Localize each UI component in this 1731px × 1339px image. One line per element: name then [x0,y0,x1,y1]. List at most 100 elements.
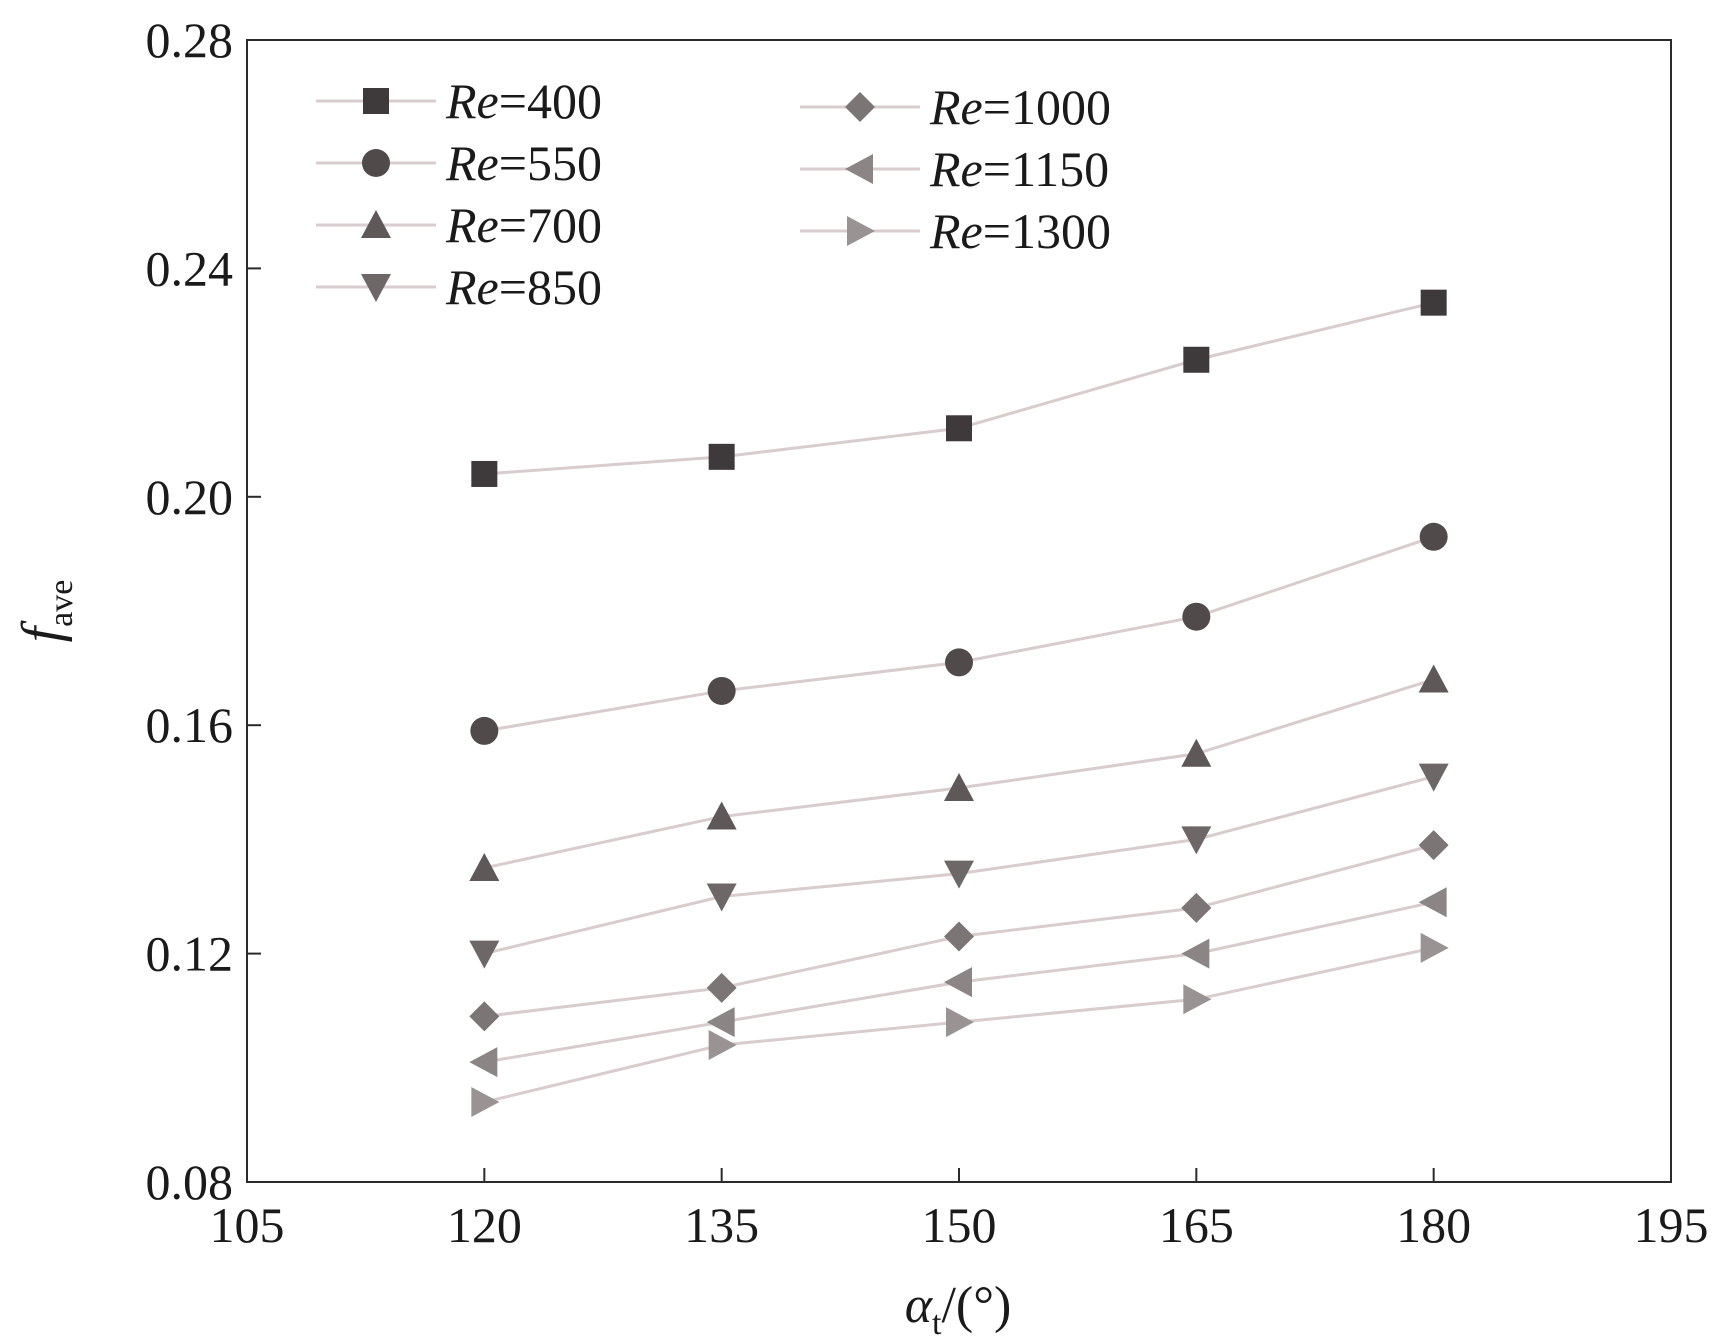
legend-label: Re=400 [445,73,602,129]
y-tick-label: 0.12 [146,926,234,982]
legend-label-value: 400 [527,73,602,129]
legend-label: Re=850 [445,259,602,315]
y-axis-label: fave [11,580,80,643]
series-re-1150 [469,887,1447,1078]
legend-marker [847,216,875,246]
data-point [708,1029,737,1060]
data-point [469,1047,498,1078]
legend-marker [363,88,389,114]
series-re-1000 [469,830,1449,1032]
legend-label-prefix: Re [445,259,499,315]
data-point [1418,830,1449,861]
data-point [706,1007,735,1038]
legend-label: Re=1150 [929,141,1109,197]
series-re-1300 [471,932,1449,1118]
data-point [469,940,500,969]
x-axis-label-sub: t [932,1305,942,1339]
data-point [1418,887,1447,918]
data-point [1181,826,1212,855]
x-tick-label: 180 [1396,1197,1471,1253]
data-point [1181,938,1210,969]
legend-label: Re=1300 [929,203,1111,259]
series-line [484,535,1435,733]
legend-label-value: 550 [527,135,602,191]
data-point [1420,932,1449,963]
legend-label-prefix: Re [445,135,499,191]
legend-label-eq: = [499,197,527,253]
data-point [944,860,974,889]
y-tick-label: 0.08 [146,1154,234,1210]
legend-marker [361,210,391,238]
y-tick-label: 0.24 [146,240,234,296]
legend-label-prefix: Re [929,203,983,259]
legend-label-prefix: Re [445,197,499,253]
series-re-400 [471,289,1447,487]
legend-label-eq: = [499,259,527,315]
x-tick-label: 165 [1159,1197,1234,1253]
data-point [1420,289,1447,316]
legend-label-value: 700 [527,197,602,253]
legend-label-value: 1300 [1011,203,1111,259]
y-tick-label: 0.28 [146,12,234,68]
x-tick-label: 135 [684,1197,759,1253]
x-axis-label: αt/(°) [905,1277,1012,1339]
data-point [1418,763,1449,792]
x-tick-label: 150 [922,1197,997,1253]
data-point [944,921,974,952]
x-tick-label: 120 [447,1197,522,1253]
legend-item-re-550: Re=550 [316,135,602,191]
legend-item-re-1000: Re=1000 [800,79,1111,135]
data-point [1181,738,1212,767]
x-tick-label: 195 [1634,1197,1709,1253]
data-point [944,773,974,802]
series-re-850 [469,763,1449,969]
legend-label-eq: = [983,203,1011,259]
legend-item-re-850: Re=850 [316,259,602,315]
data-point [470,716,499,745]
data-point [707,676,736,705]
data-point [708,443,735,470]
data-point [945,648,973,677]
data-point [706,801,737,830]
data-point [1419,522,1448,551]
legend-item-re-1300: Re=1300 [800,203,1111,259]
series-re-550 [470,522,1448,745]
legend-label-value: 850 [527,259,602,315]
data-point [1418,664,1449,693]
data-point [471,1087,500,1118]
legend-item-re-700: Re=700 [316,197,602,253]
data-point [706,883,737,912]
data-point [946,415,972,442]
series-line [484,301,1435,476]
legend-label-eq: = [499,135,527,191]
y-axis-label-sub: ave [43,580,80,627]
series-layer [469,289,1449,1118]
legend-label: Re=1000 [929,79,1111,135]
data-point [1181,892,1212,923]
x-axis-label-unit: /(°) [941,1277,1011,1334]
series-re-700 [469,664,1449,881]
data-point [469,852,500,881]
legend-marker [845,154,873,184]
legend-label: Re=700 [445,197,602,253]
ticks-layer: 105 120 135 150 165 180 195 0.08 0.12 0.16 0.20 0.2… [146,12,1709,1253]
data-point [946,1007,974,1038]
data-point [1183,984,1212,1015]
legend-label-eq: = [983,141,1011,197]
data-point [944,967,972,998]
legend-item-re-1150: Re=1150 [800,141,1109,197]
data-point [706,972,737,1003]
legend-label: Re=550 [445,135,602,191]
legend-label-prefix: Re [929,141,983,197]
legend-label-eq: = [983,79,1011,135]
legend: Re=400Re=550Re=700Re=850Re=1000Re=1150Re… [316,73,1111,315]
legend-label-eq: = [499,73,527,129]
x-axis-label-symbol: α [905,1277,934,1334]
data-point [1182,602,1211,631]
legend-label-value: 1150 [1011,141,1109,197]
x-tick-label: 105 [210,1197,285,1253]
legend-label-prefix: Re [929,79,983,135]
data-point [1183,346,1210,373]
